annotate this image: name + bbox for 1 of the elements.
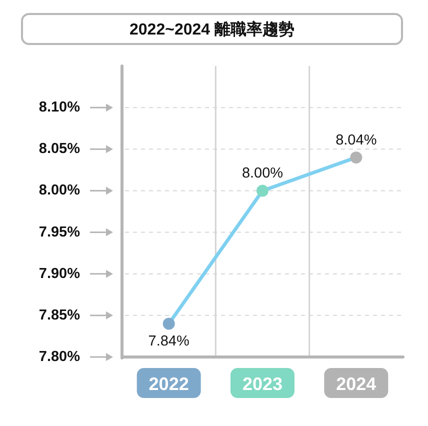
title: 2022~2024 離職率趨勢 <box>130 22 294 38</box>
